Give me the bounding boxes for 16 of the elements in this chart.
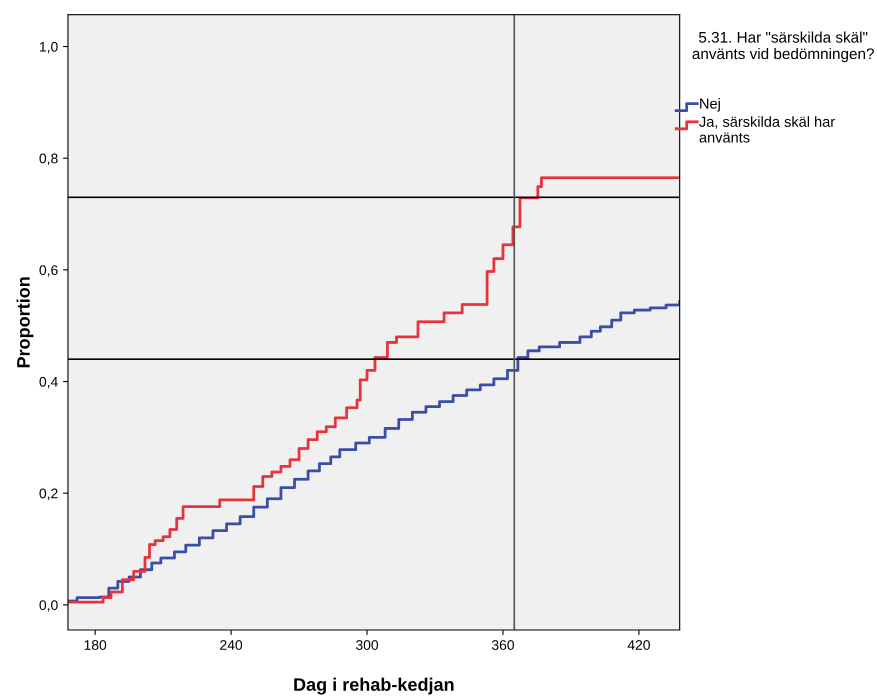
y-tick-label: 0,8: [39, 154, 58, 166]
legend-title: 5.31. Har "särskilda skäl" använts vid bedömningen?: [692, 32, 874, 62]
y-axis-title: Proportion: [16, 277, 34, 368]
legend-label: Ja, särskilda skäl har använts: [699, 116, 835, 143]
x-tick-label: 360: [492, 640, 514, 650]
x-axis-title: Dag i rehab-kedjan: [294, 678, 454, 695]
x-tick-label: 240: [220, 640, 242, 650]
y-tick-label: 0,0: [39, 600, 58, 612]
y-tick-label: 0,6: [39, 265, 58, 277]
legend-label: Nej: [700, 98, 720, 112]
x-tick-label: 420: [628, 640, 650, 650]
x-tick-label: 300: [356, 640, 378, 650]
y-tick-label: 0,2: [39, 488, 58, 500]
x-tick-label: 180: [84, 640, 106, 650]
y-tick-label: 0,4: [39, 376, 58, 388]
y-tick-label: 1,0: [40, 42, 58, 54]
